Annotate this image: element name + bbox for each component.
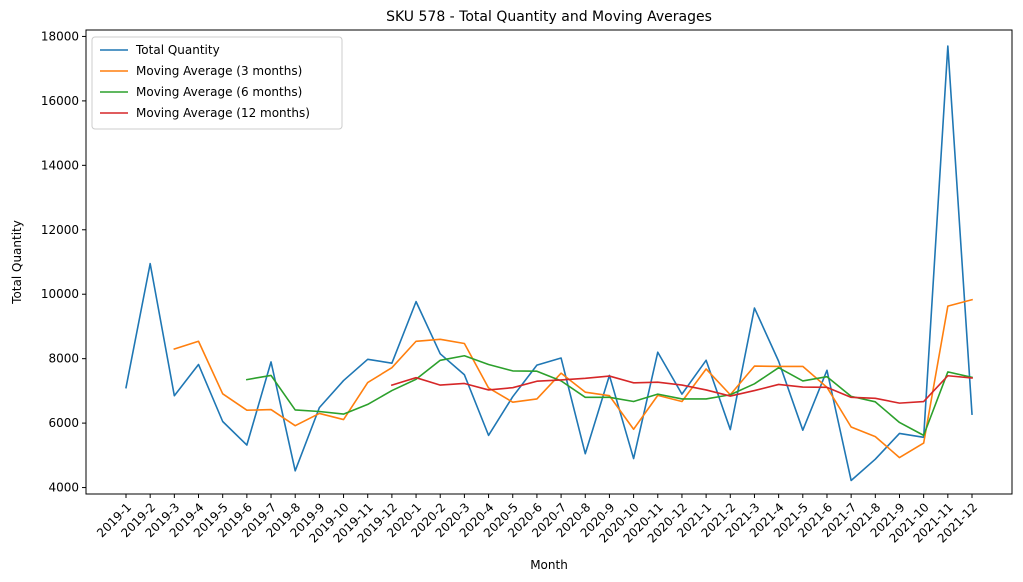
- series-line-2: [173, 298, 973, 459]
- legend-entry: Moving Average (6 months): [136, 85, 302, 99]
- y-axis-title: Total Quantity: [10, 220, 24, 305]
- y-tick-label: 14000: [41, 158, 79, 172]
- series-line-3: [245, 354, 973, 437]
- y-tick-label: 16000: [41, 94, 79, 108]
- y-tick-label: 6000: [48, 416, 79, 430]
- plot-frame: [85, 29, 1013, 495]
- x-axis: 2019-12019-22019-32019-42019-52019-62019…: [94, 494, 980, 546]
- legend-entry: Moving Average (12 months): [136, 106, 310, 120]
- series-line-4: [390, 374, 973, 404]
- legend-box: [91, 36, 343, 130]
- y-tick-label: 10000: [41, 287, 79, 301]
- x-axis-title: Month: [530, 558, 568, 572]
- y-axis: 4000 6000 8000 10000 12000 14000 16000 18000: [41, 29, 86, 495]
- y-tick-label: 18000: [41, 29, 79, 43]
- legend-entry: Total Quantity: [135, 43, 220, 57]
- y-tick-label: 12000: [41, 223, 79, 237]
- y-tick-label: 4000: [48, 481, 79, 495]
- series-layer: [125, 45, 973, 482]
- legend: Total Quantity Moving Average (3 months) M…: [91, 36, 343, 130]
- legend-entry: Moving Average (3 months): [136, 64, 302, 78]
- y-tick-label: 8000: [48, 352, 79, 366]
- chart-title: SKU 578 - Total Quantity and Moving Aver…: [386, 9, 712, 25]
- plot-area: [85, 29, 1013, 495]
